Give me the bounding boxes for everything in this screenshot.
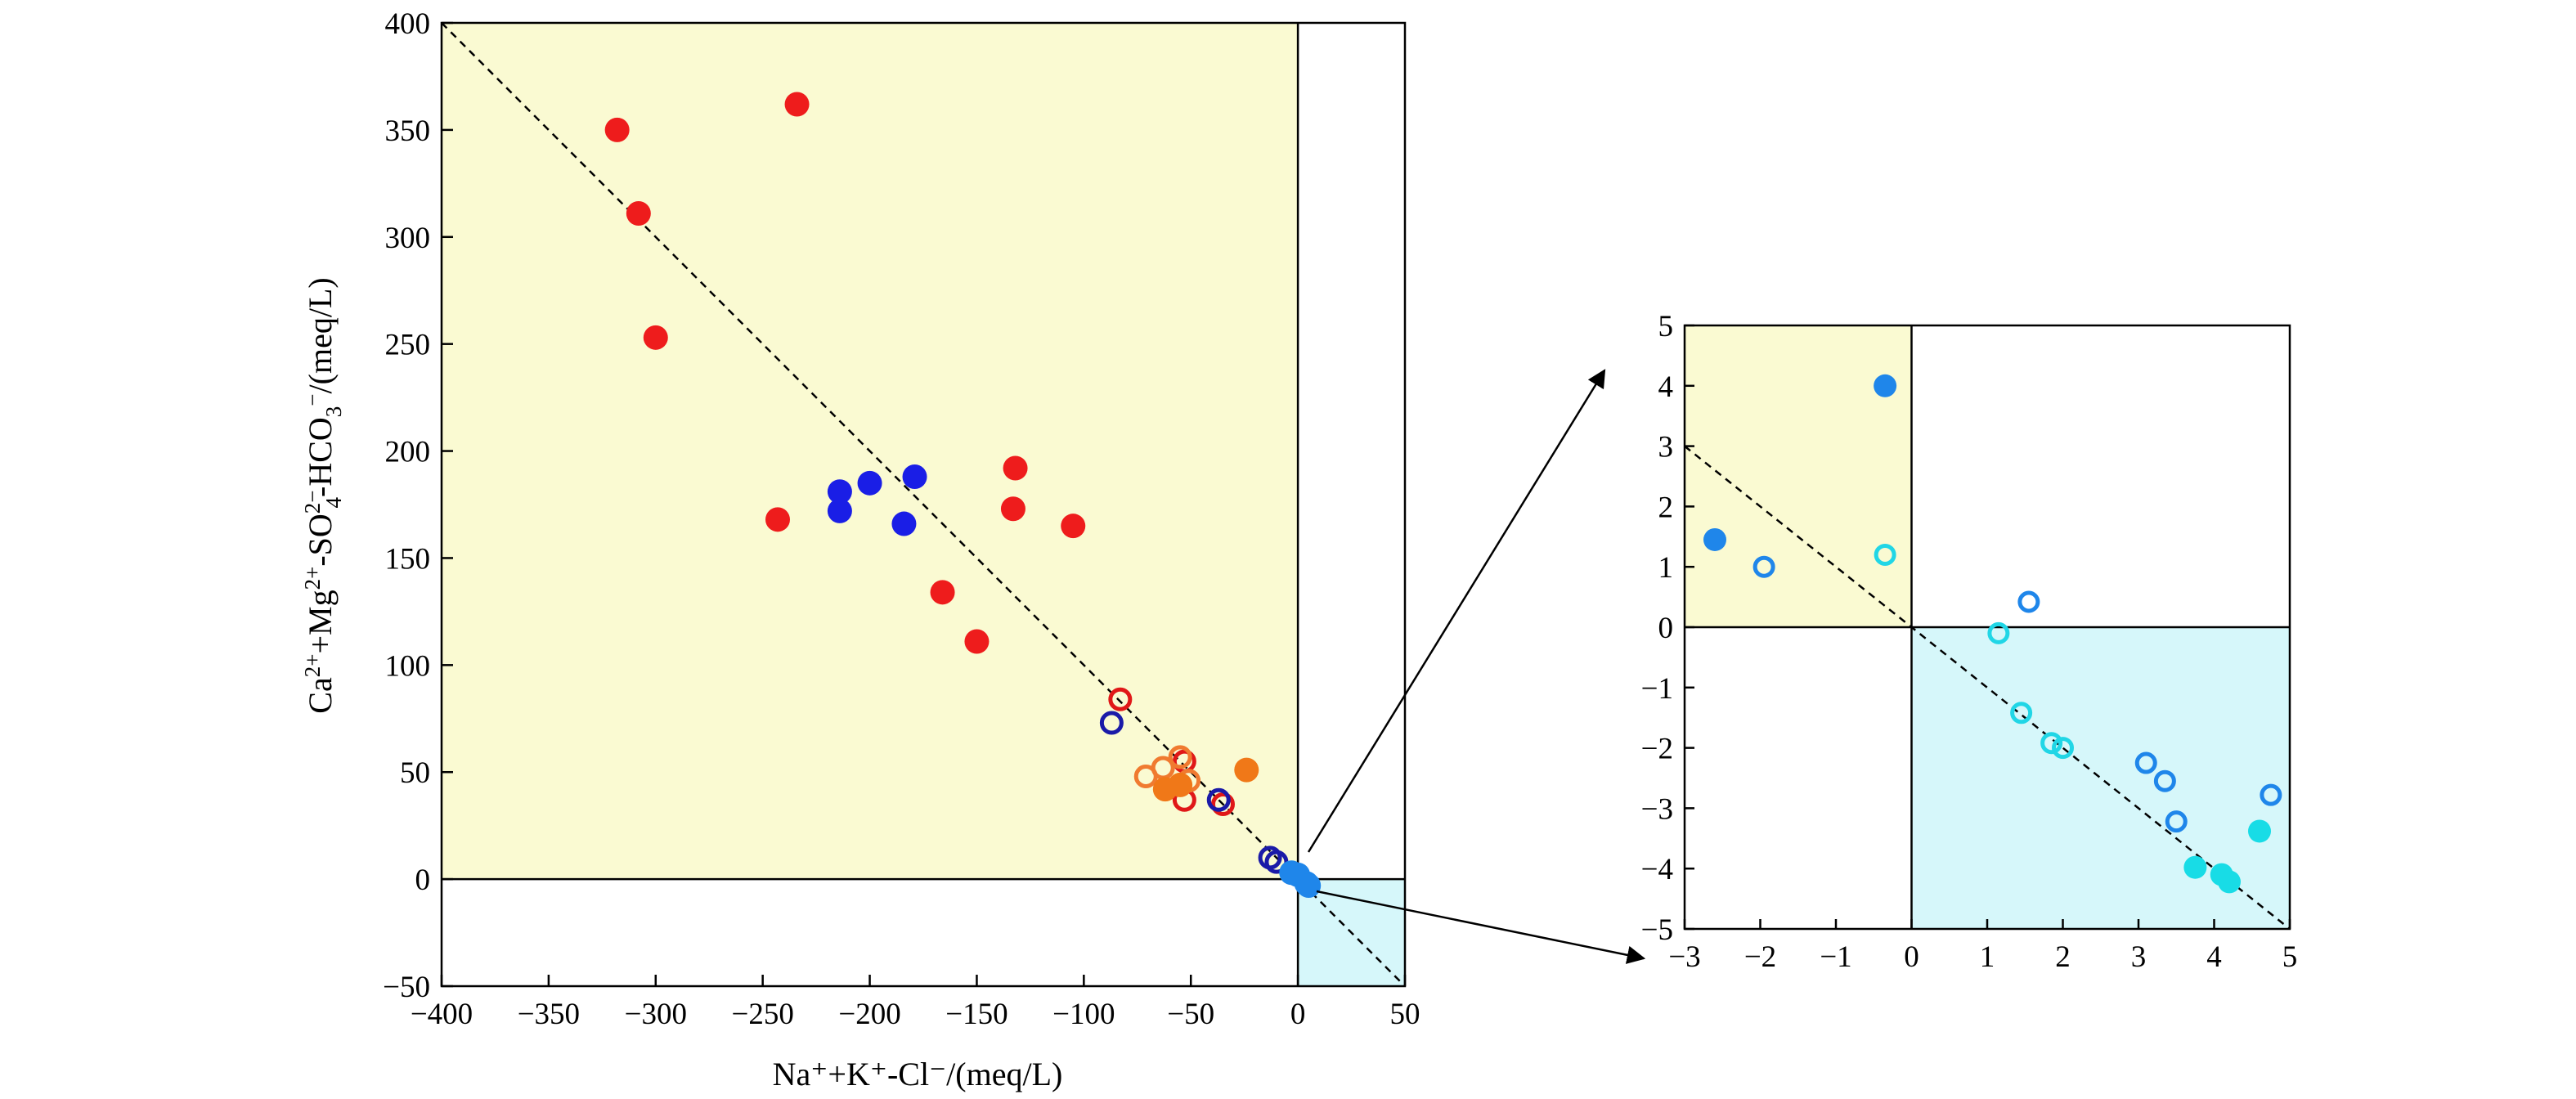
i-xtick-label: 3 [2131,940,2147,974]
m-point-s1-4 [891,511,917,536]
i-ytick-label: −4 [1641,853,1673,886]
i-point-s0-0 [1703,527,1726,551]
i-point-s1-2 [2134,751,2157,774]
i-point-s3-0 [2183,855,2207,879]
m-point-s0-8 [1000,496,1025,522]
inset-ticks: −3 −2 −1 0 1 2 3 4 5 −5 −4 −3 −2 −1 0 1 2 3 4 5 [1641,310,2298,974]
m-point-s5-1 [1168,772,1193,797]
i-xtick-label: 2 [2055,940,2071,974]
m-point-s2-3 [1210,792,1235,816]
inset-points [1703,374,2282,894]
inset-quadrant-upper-left [1685,325,1912,627]
m-xtick-label: −100 [1052,998,1115,1031]
zoom-arrow-lower [1316,890,1646,964]
i-xtick-label: −3 [1668,940,1700,974]
i-point-s0-1 [1874,374,1897,397]
i-ytick-label: 0 [1658,612,1674,645]
i-ytick-label: −3 [1641,792,1673,826]
m-point-s0-3 [784,92,810,117]
m-ytick-label: −50 [383,971,430,1004]
i-ytick-label: 4 [1658,370,1674,404]
m-xtick-label: −300 [625,998,687,1031]
zoom-arrow-upper [1307,369,1606,853]
m-point-s0-0 [604,117,630,142]
main-reference-line [441,22,1406,987]
i-point-s2-1 [1987,621,2010,644]
i-point-s2-2 [2010,702,2033,724]
i-ytick-label: 3 [1658,431,1674,464]
m-xtick-label: −400 [411,998,473,1031]
i-point-s2-0 [1874,543,1896,566]
i-point-s3-3 [2248,819,2271,843]
m-xtick-label: −250 [731,998,793,1031]
m-point-s0-1 [626,200,651,226]
m-ytick-label: 150 [385,542,431,576]
i-xtick-label: 5 [2282,940,2298,974]
m-ytick-label: 300 [385,222,431,255]
i-point-s1-4 [2165,810,2188,833]
m-ytick-label: 100 [385,649,431,683]
main-chart: −400 −350 −300 −250 −200 −150 −100 −50 0 50 −50 0 50… [300,7,1420,1092]
m-point-s1-1 [827,498,852,523]
i-point-s3-2 [2218,870,2241,894]
m-point-s0-4 [765,507,790,532]
main-x-axis-label: Na⁺+K⁺-Cl⁻/(meq/L) [773,1056,1063,1092]
i-ytick-label: 2 [1658,491,1674,524]
m-point-s1-0 [827,479,852,505]
main-points [604,92,1322,898]
i-ytick-label: −2 [1641,733,1673,766]
m-ytick-label: 0 [415,864,431,897]
m-xtick-label: −150 [945,998,1008,1031]
inset-chart: −3 −2 −1 0 1 2 3 4 5 −5 −4 −3 −2 −1 0 1 2 3 4 5 [1641,310,2298,974]
inset-reference-line [1684,445,2291,930]
main-ticks: −400 −350 −300 −250 −200 −150 −100 −50 0 50 −50 0 50… [383,7,1420,1031]
i-ytick-label: 1 [1658,551,1674,585]
i-xtick-label: 4 [2206,940,2222,974]
i-xtick-label: −1 [1820,940,1851,974]
m-point-s6-3 [1296,872,1322,898]
m-point-s5-2 [1234,757,1259,783]
i-point-s1-0 [1752,555,1775,578]
m-point-s0-6 [964,629,990,654]
m-ytick-label: 250 [385,329,431,362]
m-point-s1-3 [902,464,927,489]
i-ytick-label: −5 [1641,913,1673,947]
main-y-axis-label: Ca2++Mg2+-SO2−4-HCO3−/(meq/L) [300,277,346,713]
m-point-s3-1 [1206,787,1231,812]
m-ytick-label: 400 [385,7,431,41]
m-point-s1-2 [857,470,882,496]
i-xtick-label: −2 [1744,940,1776,974]
i-ytick-label: −1 [1641,672,1673,706]
i-xtick-label: 0 [1904,940,1919,974]
i-point-s2-3 [2040,732,2063,755]
m-ytick-label: 200 [385,436,431,469]
m-point-s3-0 [1099,711,1124,735]
m-point-s4-2 [1168,745,1192,769]
m-ytick-label: 350 [385,114,431,148]
m-point-s0-9 [1061,514,1086,539]
m-point-s0-2 [643,325,668,350]
m-ytick-label: 50 [400,756,430,790]
i-xtick-label: 1 [1980,940,1995,974]
m-xtick-label: 50 [1390,998,1420,1031]
i-point-s1-1 [2017,590,2040,613]
m-xtick-label: −200 [838,998,900,1031]
m-xtick-label: −50 [1167,998,1214,1031]
m-point-s2-0 [1108,687,1133,711]
i-ytick-label: 5 [1658,310,1674,343]
i-point-s2-4 [2052,737,2074,760]
main-plot-frame [440,21,1407,988]
m-xtick-label: 0 [1290,998,1306,1031]
m-point-s0-7 [1003,455,1028,481]
i-point-s1-3 [2153,769,2176,792]
m-xtick-label: −350 [518,998,580,1031]
m-point-s0-5 [930,580,955,605]
i-point-s1-5 [2260,783,2282,806]
